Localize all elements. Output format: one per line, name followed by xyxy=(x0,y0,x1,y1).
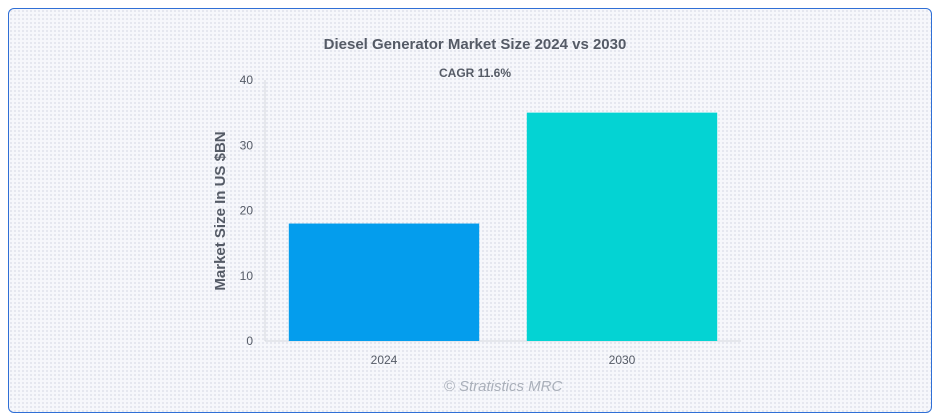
y-tick-label: 40 xyxy=(240,73,254,87)
bar-2024[interactable] xyxy=(288,223,480,341)
y-tick-label: 10 xyxy=(240,269,254,283)
x-axis-ticks: 2024 2030 xyxy=(371,353,636,367)
y-tick-label: 30 xyxy=(240,138,254,152)
credit-watermark: © Stratistics MRC xyxy=(444,378,563,395)
bar-2030[interactable] xyxy=(526,112,718,341)
y-axis-ticks: 0 10 20 30 40 xyxy=(240,73,254,348)
bar-chart: Diesel Generator Market Size 2024 vs 203… xyxy=(212,36,741,395)
x-tick-label: 2030 xyxy=(609,353,636,367)
x-tick-label: 2024 xyxy=(371,353,398,367)
chart-frame: Diesel Generator Market Size 2024 vs 203… xyxy=(8,8,932,413)
y-tick-label: 0 xyxy=(246,334,253,348)
chart-title: Diesel Generator Market Size 2024 vs 203… xyxy=(324,36,627,53)
y-tick-label: 20 xyxy=(240,204,254,218)
bars xyxy=(288,112,718,341)
y-axis-label: Market Size In US $BN xyxy=(212,131,229,290)
chart-subtitle: CAGR 11.6% xyxy=(439,66,511,80)
